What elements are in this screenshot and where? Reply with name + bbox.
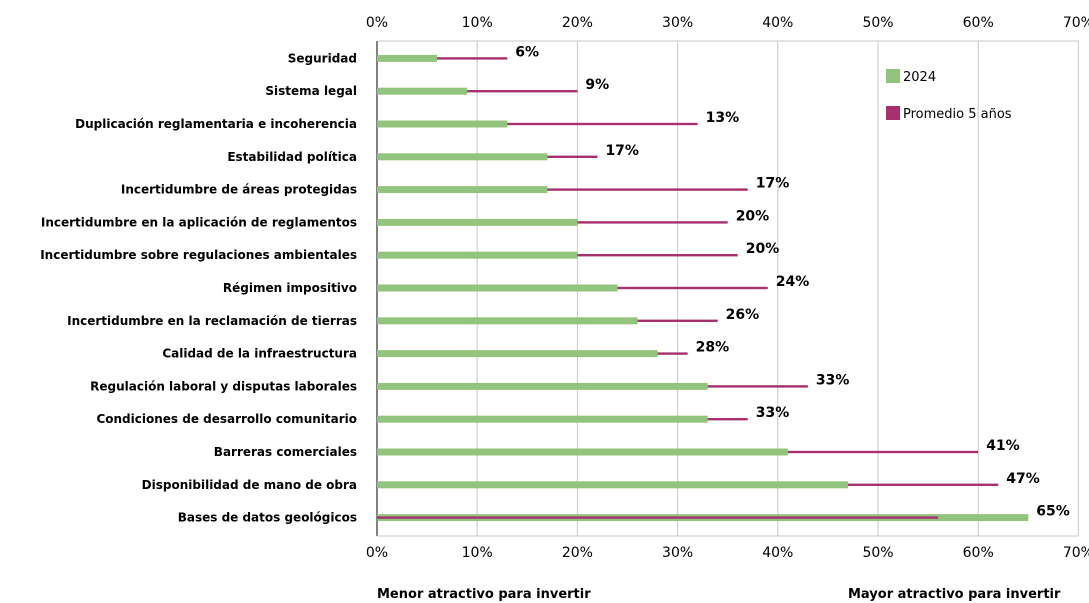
legend: 2024 Promedio 5 años (886, 69, 1012, 122)
bar-2024 (377, 284, 618, 292)
bar-2024 (377, 186, 548, 194)
x-tick-label-bottom: 40% (762, 545, 793, 561)
category-label: Sistema legal (265, 84, 357, 98)
x-tick-label-bottom: 70% (1063, 545, 1089, 561)
data-label: 24% (776, 274, 810, 290)
category-label: Incertidumbre sobre regulaciones ambient… (40, 248, 357, 262)
data-label: 17% (605, 143, 639, 159)
annotation-right: Mayor atractivo para invertir (848, 587, 1061, 602)
x-tick-label-bottom: 20% (562, 545, 593, 561)
data-label: 65% (1036, 504, 1070, 520)
category-label: Calidad de la infraestructura (162, 347, 357, 361)
x-axis-bottom: 0% 10% 20% 30% 40% 50% 60% 70% (366, 545, 1089, 561)
x-tick-label-top: 10% (462, 15, 493, 31)
category-label: Incertidumbre de áreas protegidas (121, 183, 357, 197)
bar-2024 (377, 350, 658, 358)
bar-2024 (377, 251, 578, 259)
legend-swatch-2024 (886, 69, 900, 83)
data-labels: 6% 9% 13% 17% 17% 20% 20% 24% 26% 28% 33% 33% 41% 47%… (515, 44, 1070, 519)
x-tick-label-bottom: 30% (662, 545, 693, 561)
x-tick-label-top: 60% (963, 15, 994, 31)
x-tick-label-top: 70% (1063, 15, 1089, 31)
bar-2024 (377, 317, 638, 325)
x-tick-label-top: 30% (662, 15, 693, 31)
x-tick-label-bottom: 50% (862, 545, 893, 561)
legend-label-2024: 2024 (903, 70, 936, 85)
x-tick-label-top: 40% (762, 15, 793, 31)
data-label: 9% (585, 77, 609, 93)
data-label: 13% (706, 110, 740, 126)
annotation-left: Menor atractivo para invertir (377, 587, 591, 602)
category-label: Estabilidad política (227, 150, 357, 164)
category-label: Régimen impositivo (223, 281, 357, 295)
data-label: 6% (515, 44, 539, 60)
category-label: Seguridad (288, 51, 357, 65)
bar-promedio-5-anos (377, 122, 698, 126)
bar-2024 (377, 87, 468, 95)
x-tick-label-top: 20% (562, 15, 593, 31)
category-label: Condiciones de desarrollo comunitario (96, 412, 357, 426)
bar-2024 (377, 120, 508, 128)
bar-2024 (377, 218, 578, 226)
data-label: 20% (746, 241, 780, 257)
bar-promedio-5-anos (377, 57, 508, 60)
bar-promedio-5-anos (377, 516, 939, 519)
data-label: 33% (756, 405, 790, 421)
bar-promedio-5-anos (377, 90, 578, 93)
x-axis-top: 0% 10% 20% 30% 40% 50% 60% 70% (366, 15, 1089, 31)
category-label: Barreras comerciales (214, 445, 357, 459)
bar-2024 (377, 153, 548, 161)
data-label: 26% (726, 307, 760, 323)
bar-2024 (377, 448, 788, 456)
data-label: 28% (696, 340, 730, 356)
category-label: Incertidumbre en la aplicación de reglam… (41, 215, 357, 229)
data-label: 47% (1006, 471, 1040, 487)
data-label: 20% (736, 208, 770, 224)
x-tick-label-bottom: 60% (963, 545, 994, 561)
category-label: Duplicación reglamentaria e incoherencia (75, 117, 357, 131)
bar-2024 (377, 415, 708, 423)
x-tick-label-top: 50% (862, 15, 893, 31)
x-tick-label-bottom: 0% (366, 545, 388, 561)
bar-2024 (377, 54, 438, 62)
bar-2024 (377, 481, 848, 489)
category-labels: Seguridad Sistema legal Duplicación reglam… (40, 51, 357, 524)
data-label: 33% (816, 372, 850, 388)
data-label: 17% (756, 176, 790, 192)
x-tick-label-top: 0% (366, 15, 388, 31)
bar-promedio-5-anos (377, 188, 748, 191)
legend-label-promedio: Promedio 5 años (903, 107, 1012, 122)
category-label: Regulación laboral y disputas laborales (90, 379, 357, 393)
data-label: 41% (986, 438, 1020, 454)
legend-swatch-promedio (886, 106, 900, 120)
category-label: Bases de datos geológicos (178, 511, 357, 525)
x-tick-label-bottom: 10% (462, 545, 493, 561)
bars (377, 54, 1029, 522)
bar-2024 (377, 382, 708, 390)
category-label: Disponibilidad de mano de obra (142, 478, 357, 492)
category-label: Incertidumbre en la reclamación de tierr… (67, 314, 357, 328)
